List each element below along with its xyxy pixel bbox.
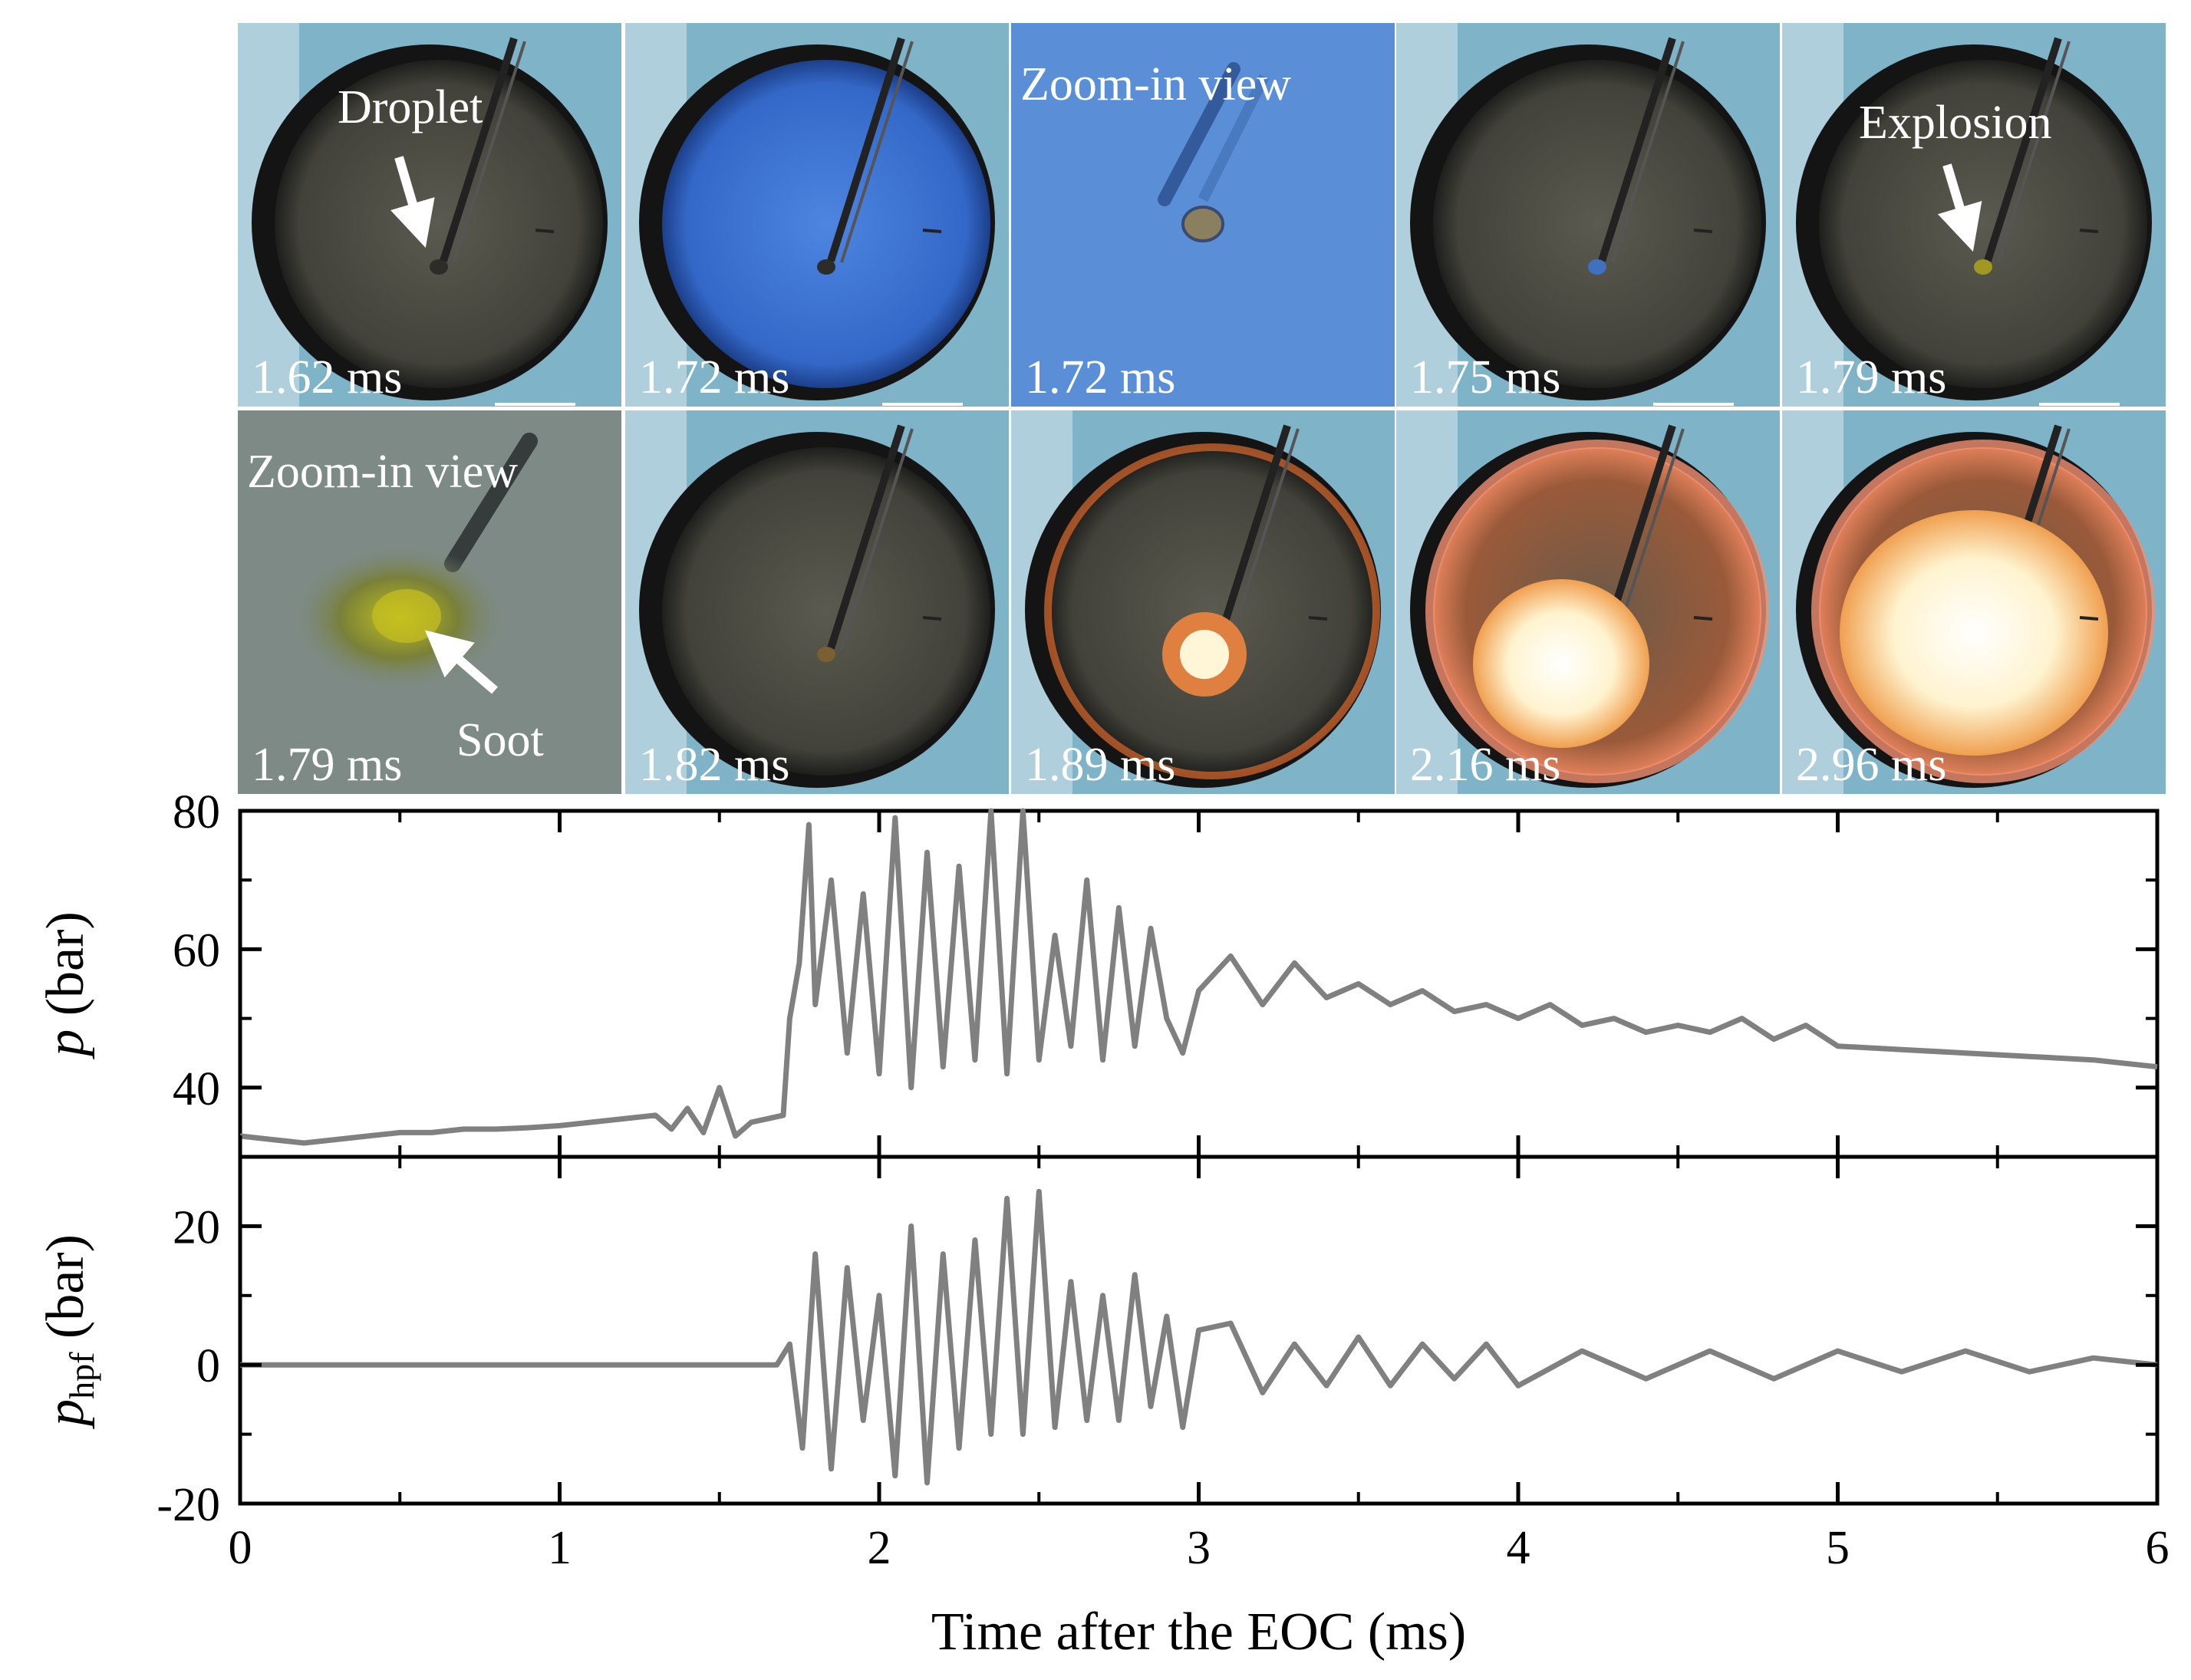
pointer-arrow bbox=[1937, 163, 1982, 252]
droplet bbox=[1588, 259, 1606, 275]
needle bbox=[1598, 37, 1676, 262]
y-axis-label: phpf (bar) bbox=[36, 1234, 101, 1430]
image-frames: 1.62 ms Droplet 1.72 ms 1.72 ms Zoom-in view… bbox=[238, 23, 2166, 794]
y-tick-label: -20 bbox=[156, 1479, 220, 1531]
frame-label: Droplet bbox=[338, 81, 483, 133]
y-axis-label-unit: (bar) bbox=[36, 1234, 95, 1352]
image-frame: 1.62 ms Droplet bbox=[238, 23, 621, 407]
needle-edge bbox=[1226, 428, 1300, 651]
pointer-arrow bbox=[424, 630, 498, 694]
frame-label: Zoom-in view bbox=[247, 446, 518, 498]
frame-time: 1.79 ms bbox=[252, 739, 402, 791]
y-axis-label: p (bar) bbox=[36, 911, 95, 1060]
needle bbox=[1158, 62, 1240, 206]
plot-frame bbox=[238, 809, 2160, 1159]
flame bbox=[1840, 510, 2108, 756]
soot-core bbox=[372, 589, 441, 643]
needle-edge bbox=[1997, 41, 2071, 263]
y-tick-label: 0 bbox=[196, 1340, 220, 1392]
frame-time: 1.72 ms bbox=[1025, 351, 1175, 404]
x-tick-label: 1 bbox=[548, 1522, 572, 1574]
y-axis-label-symbol: p bbox=[36, 1399, 95, 1430]
chamber-mark bbox=[2079, 616, 2099, 621]
chamber-mark bbox=[2079, 229, 2099, 233]
frame-time: 2.16 ms bbox=[1410, 739, 1560, 791]
chamber-mark bbox=[922, 616, 942, 621]
chamber-glow bbox=[1811, 440, 2155, 783]
needle bbox=[827, 37, 905, 262]
droplet bbox=[1181, 206, 1224, 242]
chamber-window bbox=[275, 60, 603, 388]
chamber-window bbox=[662, 60, 990, 388]
frame-label: Explosion bbox=[1859, 97, 2051, 149]
frame-time: 1.72 ms bbox=[639, 351, 789, 404]
x-tick-label: 4 bbox=[1507, 1522, 1530, 1574]
flame-core bbox=[1180, 630, 1229, 679]
needle bbox=[827, 424, 905, 650]
frame-time: 1.75 ms bbox=[1410, 351, 1560, 404]
x-tick-label: 5 bbox=[1826, 1522, 1850, 1574]
y-axis-label-subscript: hpf bbox=[62, 1352, 101, 1399]
chamber-mark bbox=[1308, 616, 1328, 621]
chamber-mark bbox=[1693, 616, 1713, 621]
droplet bbox=[817, 259, 835, 275]
frame-time: 1.82 ms bbox=[639, 739, 789, 791]
frame-time: 1.89 ms bbox=[1025, 739, 1175, 791]
frame-time: 2.96 ms bbox=[1796, 739, 1946, 791]
droplet bbox=[1974, 259, 1992, 275]
chamber-mark bbox=[922, 229, 942, 233]
droplet bbox=[817, 647, 835, 662]
chamber-window bbox=[1819, 60, 2147, 388]
x-tick-label: 6 bbox=[2146, 1522, 2170, 1574]
y-tick-label: 40 bbox=[173, 1063, 220, 1115]
y-axis-label-unit: (bar) bbox=[36, 911, 95, 1029]
needle-edge bbox=[1611, 41, 1685, 263]
x-axis-label: Time after the EOC (ms) bbox=[931, 1603, 1466, 1662]
chamber-window bbox=[1048, 447, 1376, 776]
droplet bbox=[430, 259, 448, 275]
x-tick-label: 0 bbox=[229, 1522, 252, 1574]
needle bbox=[1213, 424, 1291, 650]
frame-time: 1.79 ms bbox=[1796, 351, 1946, 404]
needle-shadow bbox=[1198, 74, 1270, 203]
image-frame: 1.79 ms Explosion bbox=[1782, 23, 2166, 407]
series-line bbox=[239, 808, 2158, 1146]
image-frame: 1.82 ms bbox=[625, 410, 1009, 794]
chamber-window bbox=[1433, 60, 1761, 388]
image-frame: 1.89 ms bbox=[1011, 410, 1395, 794]
y-tick-label: 80 bbox=[173, 786, 220, 838]
chamber-glow bbox=[1425, 440, 1769, 783]
chart-panel: 40 60 80 p (bar) bbox=[36, 786, 2160, 1159]
frame-label: Soot bbox=[456, 714, 544, 766]
x-tick-label: 2 bbox=[868, 1522, 891, 1574]
image-frame: 2.96 ms bbox=[1782, 410, 2166, 794]
needle-edge bbox=[840, 41, 914, 263]
image-frame: 1.72 ms Zoom-in view bbox=[1011, 23, 1395, 407]
image-frame: 1.72 ms bbox=[625, 23, 1009, 407]
chamber-glow bbox=[1044, 443, 1380, 779]
image-frame: 2.16 ms bbox=[1396, 410, 1780, 794]
y-tick-label: 20 bbox=[173, 1201, 220, 1253]
needle bbox=[444, 433, 538, 572]
needle bbox=[440, 37, 518, 262]
image-frame: 1.75 ms bbox=[1396, 23, 1780, 407]
flame bbox=[1473, 579, 1649, 748]
pointer-arrow bbox=[390, 156, 435, 249]
needle-edge bbox=[840, 428, 914, 651]
frame-time: 1.62 ms bbox=[252, 351, 402, 404]
y-tick-label: 60 bbox=[173, 924, 220, 977]
image-frame: 1.79 ms Zoom-in view Soot bbox=[238, 410, 621, 794]
x-tick-label: 3 bbox=[1187, 1522, 1211, 1574]
chamber-mark bbox=[535, 229, 555, 233]
needle-edge bbox=[453, 41, 526, 263]
chamber-mark bbox=[1693, 229, 1713, 233]
needle bbox=[1984, 37, 2062, 262]
chamber-window bbox=[662, 447, 990, 776]
frame-label: Zoom-in view bbox=[1020, 58, 1291, 110]
series-line bbox=[240, 1188, 2158, 1486]
y-axis-label-symbol: p bbox=[36, 1029, 95, 1060]
